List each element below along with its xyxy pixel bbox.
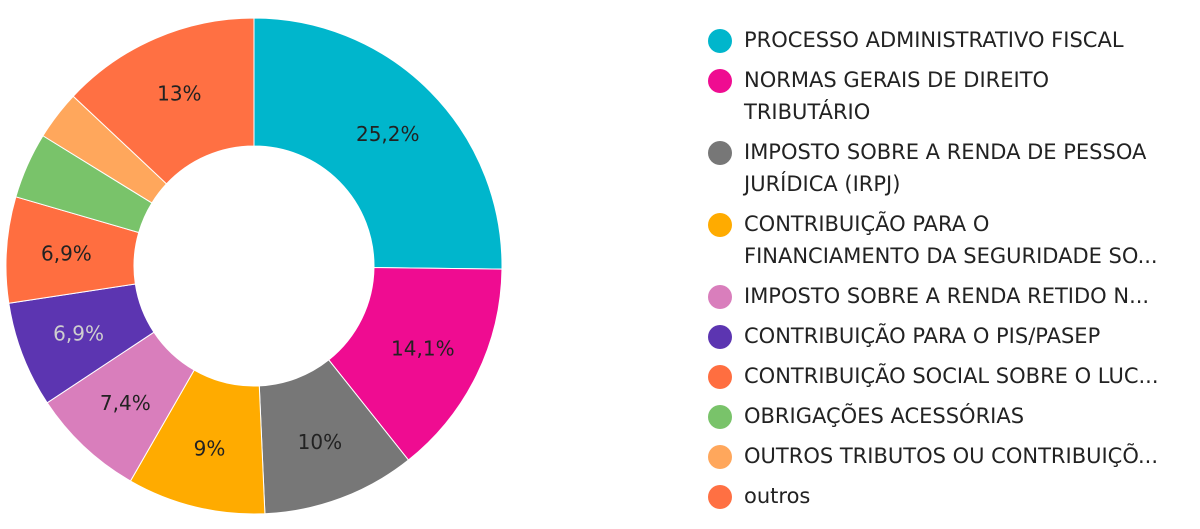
legend-swatch	[708, 325, 732, 349]
legend-swatch	[708, 445, 732, 469]
legend-swatch	[708, 29, 732, 53]
legend-swatch	[708, 213, 732, 237]
slice-value-label: 9%	[194, 437, 226, 461]
legend-label: NORMAS GERAIS DE DIREITO TRIBUTÁRIO	[744, 68, 1050, 124]
legend-item[interactable]: OUTROS TRIBUTOS OU CONTRIBUIÇÕ...	[708, 440, 1188, 472]
slice-value-label: 14,1%	[391, 337, 455, 361]
slice-value-label: 25,2%	[356, 122, 420, 146]
chart-legend: PROCESSO ADMINISTRATIVO FISCAL NORMAS GER…	[708, 24, 1188, 520]
legend-swatch	[708, 285, 732, 309]
legend-item[interactable]: PROCESSO ADMINISTRATIVO FISCAL	[708, 24, 1188, 56]
legend-item[interactable]: NORMAS GERAIS DE DIREITO TRIBUTÁRIO	[708, 64, 1188, 128]
legend-item[interactable]: OBRIGAÇÕES ACESSÓRIAS	[708, 400, 1188, 432]
legend-label: IMPOSTO SOBRE A RENDA RETIDO N...	[744, 284, 1150, 308]
legend-item[interactable]: CONTRIBUIÇÃO PARA O PIS/PASEP	[708, 320, 1188, 352]
donut-slice	[253, 17, 503, 270]
legend-item[interactable]: outros	[708, 480, 1188, 512]
legend-swatch	[708, 485, 732, 509]
legend-label: PROCESSO ADMINISTRATIVO FISCAL	[744, 28, 1124, 52]
legend-swatch	[708, 365, 732, 389]
slice-value-label: 6,9%	[41, 242, 92, 266]
donut-chart: 25,2% 14,1% 10% 9% 7,4% 6,9% 6,9% 13%	[5, 17, 503, 515]
slice-value-label: 7,4%	[100, 391, 151, 415]
legend-item[interactable]: IMPOSTO SOBRE A RENDA DE PESSOA JURÍDICA…	[708, 136, 1188, 200]
legend-label: CONTRIBUIÇÃO SOCIAL SOBRE O LUC...	[744, 364, 1159, 388]
slice-value-label: 13%	[157, 81, 201, 105]
slice-value-label: 10%	[298, 430, 342, 454]
slice-value-label: 6,9%	[53, 322, 104, 346]
legend-label: outros	[744, 484, 811, 508]
legend-label: OUTROS TRIBUTOS OU CONTRIBUIÇÕ...	[744, 444, 1159, 468]
donut-slice	[328, 267, 503, 461]
legend-label: IMPOSTO SOBRE A RENDA DE PESSOA JURÍDICA…	[744, 140, 1147, 196]
legend-label: CONTRIBUIÇÃO PARA O PIS/PASEP	[744, 324, 1101, 348]
legend-swatch	[708, 141, 732, 165]
legend-label: OBRIGAÇÕES ACESSÓRIAS	[744, 404, 1025, 428]
donut-slice	[72, 17, 255, 185]
legend-swatch	[708, 69, 732, 93]
legend-swatch	[708, 405, 732, 429]
legend-item[interactable]: CONTRIBUIÇÃO SOCIAL SOBRE O LUC...	[708, 360, 1188, 392]
legend-item[interactable]: IMPOSTO SOBRE A RENDA RETIDO N...	[708, 280, 1188, 312]
legend-label: CONTRIBUIÇÃO PARA O FINANCIAMENTO DA SEG…	[744, 212, 1158, 268]
legend-item[interactable]: CONTRIBUIÇÃO PARA O FINANCIAMENTO DA SEG…	[708, 208, 1188, 272]
